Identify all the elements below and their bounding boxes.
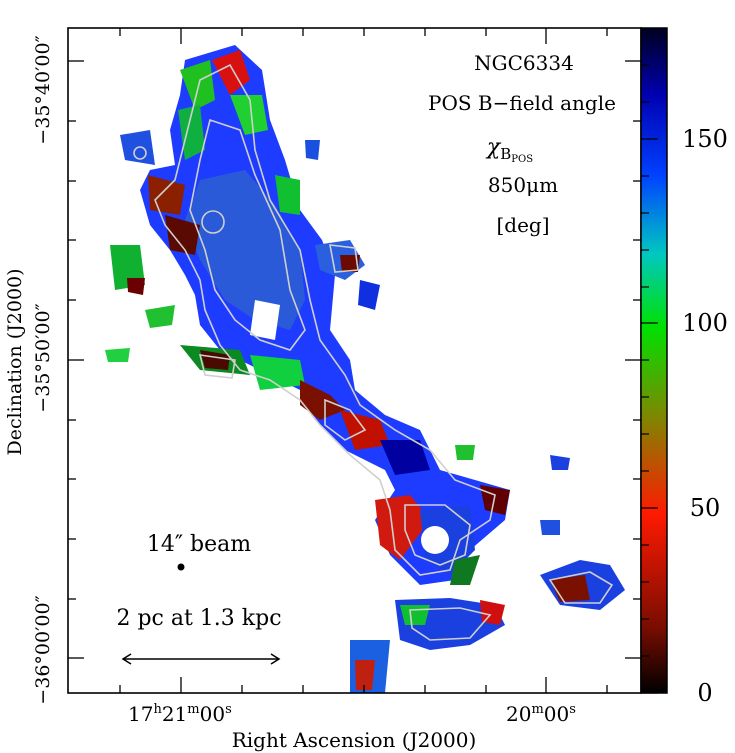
beam-marker xyxy=(177,563,185,571)
y-tick-label: −35°40′00″ xyxy=(32,35,54,144)
intensity-contours xyxy=(133,63,614,641)
scale-bar-label: 2 pc at 1.3 kpc xyxy=(116,606,281,631)
symbol-subsub-pos: POS xyxy=(511,154,533,165)
y-tick-label: −35°50′00″ xyxy=(32,303,54,412)
y-axis-title: Declination (J2000) xyxy=(4,268,26,455)
source-name: NGC6334 xyxy=(474,51,574,75)
colorbar-tick-label: 150 xyxy=(682,125,728,153)
map-annotation: NGC6334 POS B−field angle χBPOS 850μm [d… xyxy=(428,51,616,237)
symbol-sub-b: B xyxy=(500,145,511,163)
symbol-chi: χ xyxy=(485,135,502,160)
x-axis-title: Right Ascension (J2000) xyxy=(232,728,477,752)
beam-label: 14″ beam xyxy=(147,532,251,557)
colorbar-tick-label: 0 xyxy=(697,679,712,707)
colorbar-tick-label: 100 xyxy=(682,309,728,337)
scale-bar-arrow xyxy=(121,653,281,665)
y-axis: −35°40′00″ −35°50′00″ −36°00′00″ Declina… xyxy=(4,35,54,704)
wavelength-label: 850μm xyxy=(488,173,558,197)
y-tick-label: −36°00′00″ xyxy=(32,595,54,704)
symbol-label: χBPOS xyxy=(485,135,533,165)
colorbar-tick-label: 50 xyxy=(690,494,721,522)
quantity-label: POS B−field angle xyxy=(428,91,616,115)
x-tick-label: 20m00s xyxy=(506,702,576,726)
x-axis: 17h21m00s 20m00s Right Ascension (J2000) xyxy=(128,702,576,752)
x-tick-label: 17h21m00s xyxy=(128,702,232,726)
b-field-angle-map xyxy=(105,45,625,693)
colorbar: 0 50 100 150 xyxy=(640,27,728,707)
frame-ticks xyxy=(68,28,641,693)
unit-label: [deg] xyxy=(496,213,549,237)
